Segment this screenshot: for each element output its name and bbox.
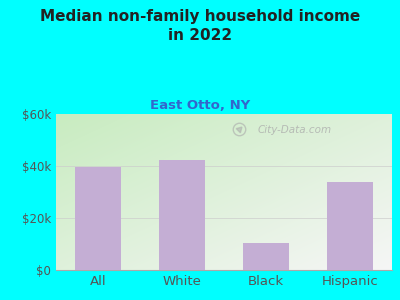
Text: City-Data.com: City-Data.com [258,125,332,135]
Bar [159,160,205,270]
Bar [75,167,121,270]
Text: Median non-family household income
in 2022: Median non-family household income in 20… [40,9,360,43]
Bar [327,182,373,270]
Bar [243,243,289,270]
Text: East Otto, NY: East Otto, NY [150,99,250,112]
